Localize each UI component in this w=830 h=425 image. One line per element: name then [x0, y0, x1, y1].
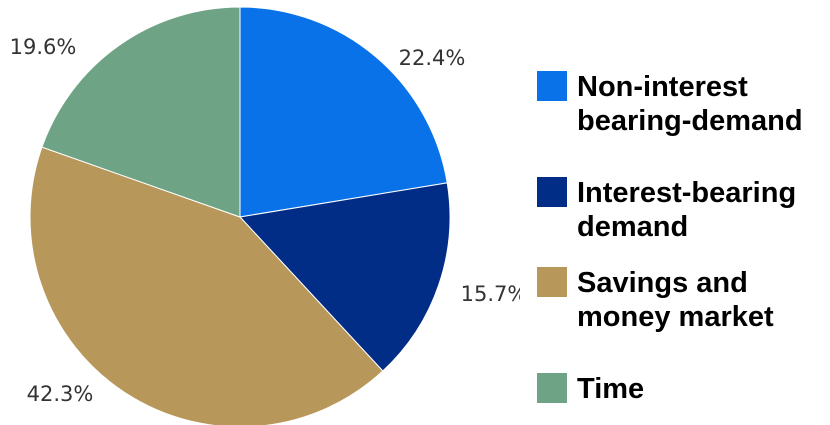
legend-label-1: Non-interest bearing-demand	[577, 71, 803, 137]
pie-slice-4	[41, 6, 241, 218]
pie-slices	[29, 6, 451, 425]
legend-swatch-2	[537, 177, 567, 207]
pie-value-label-4: 19.6%	[10, 35, 77, 59]
pie-value-label-2: 15.7%	[461, 282, 520, 306]
pie-value-labels: 22.4% 15.7% 42.3% 19.6%	[10, 35, 520, 406]
legend-swatch-1	[537, 71, 567, 101]
legend-swatch-4	[537, 373, 567, 403]
legend-swatch-3	[537, 267, 567, 297]
legend-item-3: Savings and money market	[537, 266, 827, 334]
legend-item-2: Interest-bearing demand	[537, 176, 827, 244]
pie-chart: 22.4% 15.7% 42.3% 19.6%	[10, 6, 520, 425]
pie-slice-2	[239, 182, 451, 372]
pie-slice-1	[239, 6, 448, 218]
pie-value-label-1: 22.4%	[399, 46, 466, 70]
legend-label-4: Time	[577, 373, 645, 405]
legend-item-1: Non-interest bearing-demand	[537, 70, 827, 138]
legend-item-4: Time	[537, 372, 827, 406]
legend-label-3: Savings and money market	[577, 267, 774, 333]
legend-label-2: Interest-bearing demand	[577, 177, 797, 243]
pie-slice-3	[29, 146, 384, 425]
pie-value-label-3: 42.3%	[27, 382, 94, 406]
